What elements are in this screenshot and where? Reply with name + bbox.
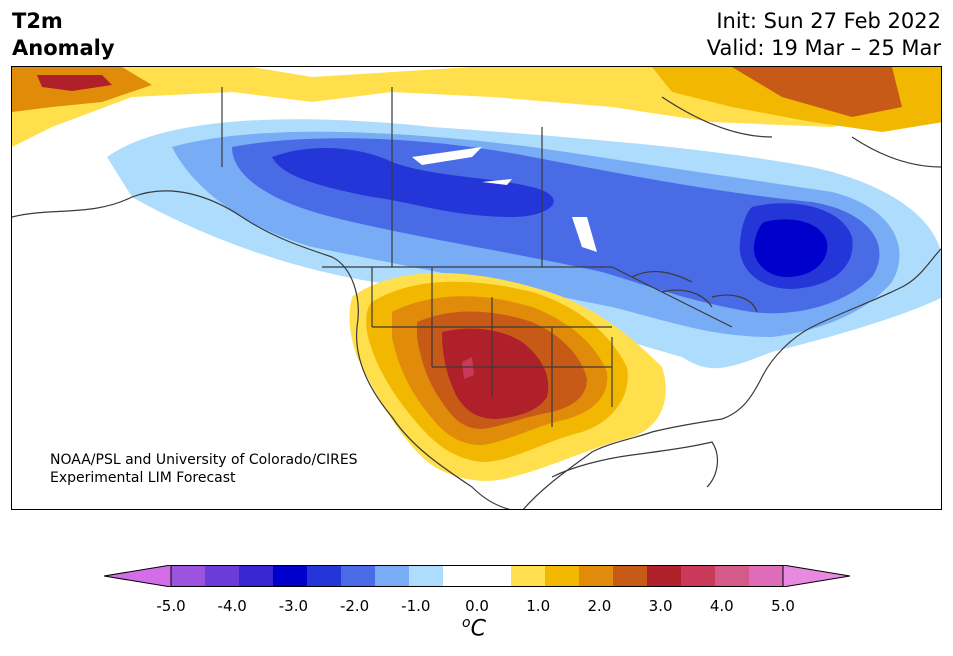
colorbar-bin [477, 565, 512, 587]
colorbar-bin [171, 565, 206, 587]
unit-degree: o [462, 615, 471, 631]
greenland-warm-core [732, 67, 902, 117]
init-date: Init: Sun 27 Feb 2022 [716, 9, 941, 33]
colorbar-bin [307, 565, 342, 587]
colorbar-bin [375, 565, 410, 587]
colorbar-bin [579, 565, 614, 587]
colorbar-bin [647, 565, 682, 587]
alaska-hot-spot [37, 75, 112, 91]
colorbar-bin [715, 565, 750, 587]
colorbar-bin [409, 565, 444, 587]
unit-letter: C [470, 616, 486, 642]
colorbar-bin [273, 565, 308, 587]
colorbar-extend-low [104, 565, 172, 587]
colorbar-tick-label: -2.0 [339, 597, 370, 615]
colorbar-extend-high [782, 565, 850, 587]
colorbar-bin [511, 565, 546, 587]
colorbar-tick-label: 0.0 [465, 597, 489, 615]
colorbar-tick-label: -5.0 [156, 597, 186, 615]
warm-red [442, 328, 549, 419]
colorbar-bin [443, 565, 478, 587]
colorbar-tick-label: 5.0 [771, 597, 795, 615]
colorbar-bin [341, 565, 376, 587]
credit-line-1: NOAA/PSL and University of Colorado/CIRE… [50, 452, 358, 468]
colorbar-tick-label: 1.0 [526, 597, 551, 615]
colorbar-ticks: -5.0 -4.0 -3.0 -2.0 -1.0 0.0 1.0 2.0 3.0 4.0 5.0 [0, 597, 953, 617]
colorbar-bin [749, 565, 784, 587]
unit-label: oC [462, 615, 486, 641]
colorbar-bin [545, 565, 580, 587]
colorbar-tick-label: -1.0 [401, 597, 431, 615]
colorbar-bin [239, 565, 274, 587]
map-canvas: NOAA/PSL and University of Colorado/CIRE… [12, 67, 941, 509]
coastlines [12, 87, 941, 509]
colorbar-frame [170, 565, 784, 587]
colorbar-tick-label: 3.0 [648, 597, 673, 615]
forecast-dates: Init: Sun 27 Feb 2022 Valid: 19 Mar – 25… [707, 8, 941, 62]
colorbar-bin [681, 565, 716, 587]
valid-range: Valid: 19 Mar – 25 Mar [706, 36, 941, 60]
lakes [412, 147, 597, 252]
colorbar-tick-label: -3.0 [278, 597, 309, 615]
chart-title: T2m Anomaly [12, 8, 115, 62]
cold-core-deepest [753, 219, 828, 277]
anomaly-map: NOAA/PSL and University of Colorado/CIRE… [11, 66, 942, 510]
colorbar-bin [613, 565, 648, 587]
colorbar-tick-label: 4.0 [709, 597, 734, 615]
credit-line-2: Experimental LIM Forecast [50, 470, 236, 486]
colorbar [104, 565, 850, 587]
cold-very-strong [272, 147, 554, 217]
colorbar-bin [205, 565, 240, 587]
colorbar-tick-label: 2.0 [587, 597, 612, 615]
variable-label: T2m [12, 9, 63, 33]
warm-peak [462, 357, 474, 379]
colorbar-tick-label: -4.0 [217, 597, 247, 615]
field-label: Anomaly [12, 36, 115, 60]
